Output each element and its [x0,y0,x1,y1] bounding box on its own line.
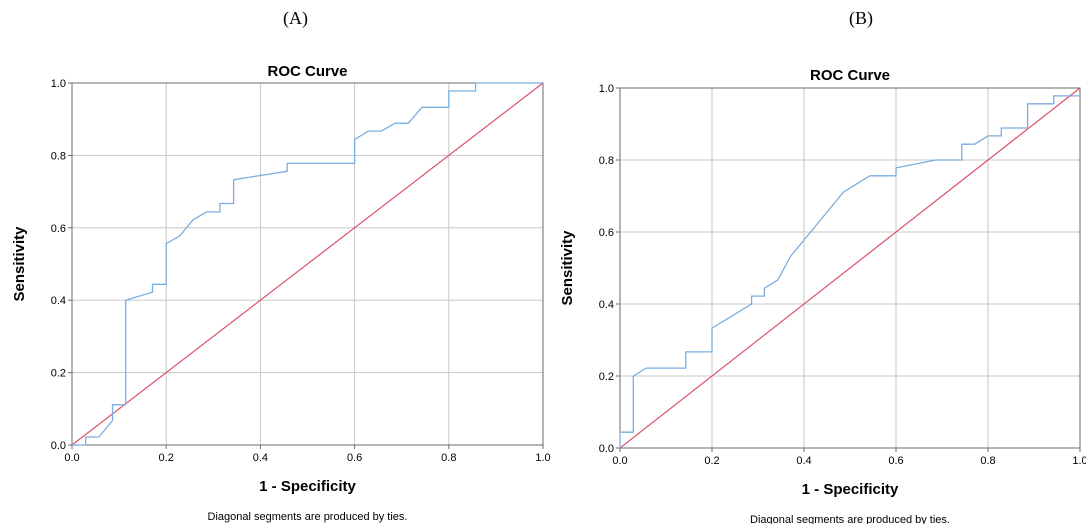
y-tick-label: 0.0 [51,440,66,452]
chart-a: 0.0 0.2 0.4 0.6 0.8 1.0 0.0 0.2 0.4 0.6 0.8 1.0 ROC … [11,63,551,523]
x-tick-label: 0.6 [347,452,362,464]
y-tick-label: 1.0 [599,83,614,95]
x-tick-label: 0.8 [441,452,456,464]
x-tick-label: 0.4 [253,452,268,464]
x-tick-label: 1.0 [1072,455,1086,467]
x-tick-label: 0.8 [980,455,995,467]
x-axis-label: 1 - Specificity [259,478,356,495]
y-tick-label: 0.6 [51,223,66,235]
chart-title: ROC Curve [267,63,347,80]
y-tick-label: 0.2 [599,371,614,383]
y-tick-label: 0.2 [51,368,66,380]
reference-line [619,87,1081,449]
panel-label-a: (A) [283,8,308,28]
x-tick-label: 0.0 [612,455,627,467]
x-tick-label: 0.0 [64,452,79,464]
plot-frame [619,87,1081,449]
chart-footnote: Diagonal segments are produced by ties. [208,511,408,523]
roc-curve-line [72,82,543,446]
reference-line [71,82,544,446]
plot-frame [71,82,544,446]
x-tick-label: 0.2 [704,455,719,467]
y-tick-label: 0.8 [599,155,614,167]
y-tick-label: 1.0 [51,78,66,90]
x-tick-label: 0.4 [796,455,811,467]
y-tick-label: 0.4 [599,299,614,311]
chart-b: 0.0 0.2 0.4 0.6 0.8 1.0 0.0 0.2 0.4 0.6 0.8 1.0 ROC … [559,67,1086,524]
y-tick-label: 0.8 [51,150,66,162]
x-tick-label: 0.6 [888,455,903,467]
chart-title: ROC Curve [810,67,890,84]
x-tick-label: 1.0 [535,452,550,464]
panel-label-b: (B) [849,8,873,28]
roc-curve-line [619,95,1080,448]
y-tick-label: 0.6 [599,227,614,239]
y-axis-label: Sensitivity [11,226,28,302]
y-tick-label: 0.4 [51,295,66,307]
x-tick-label: 0.2 [159,452,174,464]
y-tick-label: 0.0 [599,443,614,455]
x-axis-label: 1 - Specificity [802,481,899,498]
y-axis-label: Sensitivity [559,230,576,306]
chart-footnote: Diagonal segments are produced by ties. [750,514,950,524]
